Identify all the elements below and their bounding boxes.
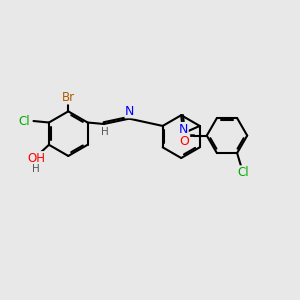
Text: H: H <box>32 164 40 174</box>
Text: Cl: Cl <box>18 115 30 128</box>
Text: O: O <box>180 135 190 148</box>
Text: OH: OH <box>27 152 45 165</box>
Text: N: N <box>125 105 134 118</box>
Text: Cl: Cl <box>237 166 249 179</box>
Text: H: H <box>100 127 108 137</box>
Text: Br: Br <box>62 91 75 104</box>
Text: N: N <box>179 123 188 136</box>
